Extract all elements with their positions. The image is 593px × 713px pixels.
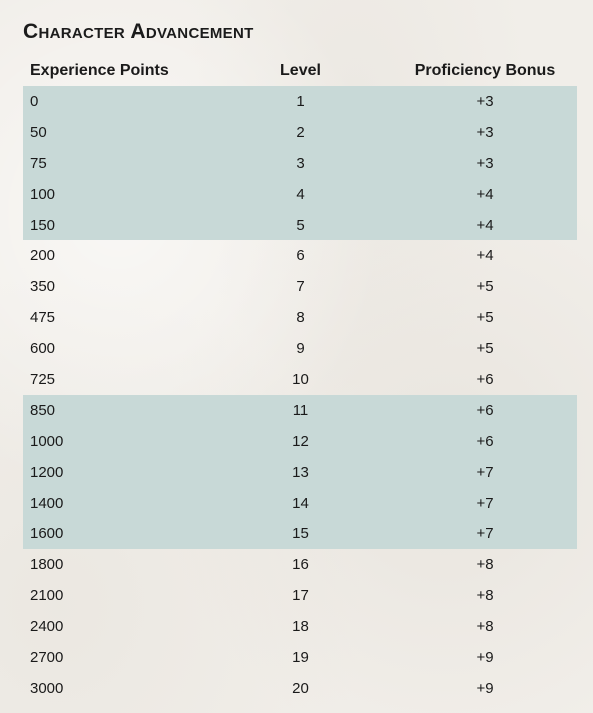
level-cell: 14 <box>208 487 393 519</box>
header-proficiency-bonus: Proficiency Bonus <box>414 61 556 79</box>
xp-cell: 1800 <box>30 556 64 574</box>
xp-cell: 2700 <box>30 648 64 666</box>
table-row: 1600 15 +7 <box>23 518 577 550</box>
table-row: 2400 18 +8 <box>23 611 577 642</box>
xp-cell: 600 <box>30 340 56 358</box>
bonus-cell: +8 <box>476 556 494 574</box>
table-row: 0 1 +3 <box>23 86 577 117</box>
xp-cell: 2400 <box>30 618 64 636</box>
table-row: 1800 16 +8 <box>23 549 577 580</box>
level-cell: 1 <box>208 86 393 117</box>
xp-cell: 3000 <box>30 679 64 697</box>
bonus-cell: +5 <box>476 309 494 327</box>
level-cell: 17 <box>292 587 309 605</box>
xp-cell: 725 <box>30 370 56 388</box>
bonus-cell: +8 <box>476 618 494 636</box>
bonus-cell: +9 <box>476 679 494 697</box>
xp-cell: 475 <box>30 309 56 327</box>
table-row: 600 9 +5 <box>23 333 577 364</box>
xp-cell: 350 <box>30 278 56 296</box>
xp-cell: 75 <box>23 147 208 179</box>
table-row: 150 5 +4 <box>23 209 577 241</box>
bonus-cell: +7 <box>393 518 577 550</box>
page-title: Character Advancement <box>23 20 254 43</box>
bonus-cell: +4 <box>476 247 494 265</box>
xp-cell: 200 <box>30 247 56 265</box>
xp-cell: 150 <box>23 209 208 241</box>
xp-cell: 100 <box>23 178 208 210</box>
level-cell: 18 <box>292 618 309 636</box>
level-cell: 6 <box>296 247 305 265</box>
table-row: 75 3 +3 <box>23 147 577 179</box>
table-row: 475 8 +5 <box>23 302 577 333</box>
table-row: 350 7 +5 <box>23 271 577 302</box>
bonus-cell: +7 <box>393 487 577 519</box>
level-cell: 4 <box>208 178 393 210</box>
level-cell: 5 <box>208 209 393 241</box>
level-cell: 20 <box>292 679 309 697</box>
bonus-cell: +6 <box>476 370 494 388</box>
bonus-cell: +4 <box>393 209 577 241</box>
level-cell: 12 <box>208 425 393 457</box>
bonus-cell: +4 <box>393 178 577 210</box>
bonus-cell: +6 <box>393 425 577 457</box>
table-row: 2700 19 +9 <box>23 642 577 673</box>
bonus-cell: +9 <box>476 648 494 666</box>
level-cell: 2 <box>208 116 393 148</box>
bonus-cell: +5 <box>476 278 494 296</box>
table-row: 725 10 +6 <box>23 364 577 395</box>
header-experience-points: Experience Points <box>30 61 169 79</box>
table-header-row: Experience Points Level Proficiency Bonu… <box>23 55 577 86</box>
xp-cell: 1000 <box>23 425 208 457</box>
xp-cell: 0 <box>23 86 208 117</box>
table-body: 0 1 +3 50 2 +3 75 3 +3 100 4 +4 150 5 +4… <box>23 86 577 704</box>
table-row: 3000 20 +9 <box>23 673 577 704</box>
bonus-cell: +7 <box>393 456 577 488</box>
level-cell: 13 <box>208 456 393 488</box>
bonus-cell: +3 <box>393 116 577 148</box>
xp-cell: 1200 <box>23 456 208 488</box>
xp-cell: 1600 <box>23 518 208 550</box>
table-row: 1000 12 +6 <box>23 425 577 457</box>
table-row: 1200 13 +7 <box>23 456 577 488</box>
level-cell: 8 <box>296 309 305 327</box>
level-cell: 16 <box>292 556 309 574</box>
xp-cell: 1400 <box>23 487 208 519</box>
bonus-cell: +5 <box>476 340 494 358</box>
level-cell: 15 <box>208 518 393 550</box>
bonus-cell: +3 <box>393 86 577 117</box>
table-row: 850 11 +6 <box>23 394 577 426</box>
table-row: 2100 17 +8 <box>23 580 577 611</box>
table-row: 50 2 +3 <box>23 116 577 148</box>
xp-cell: 850 <box>23 394 208 426</box>
xp-cell: 50 <box>23 116 208 148</box>
level-cell: 10 <box>292 370 309 388</box>
character-advancement-table: Experience Points Level Proficiency Bonu… <box>23 55 577 704</box>
header-level: Level <box>280 61 321 79</box>
xp-cell: 2100 <box>30 587 64 605</box>
bonus-cell: +3 <box>393 147 577 179</box>
table-row: 100 4 +4 <box>23 178 577 210</box>
table-row: 1400 14 +7 <box>23 487 577 519</box>
bonus-cell: +8 <box>476 587 494 605</box>
level-cell: 19 <box>292 648 309 666</box>
level-cell: 9 <box>296 340 305 358</box>
level-cell: 11 <box>208 394 393 426</box>
bonus-cell: +6 <box>393 394 577 426</box>
level-cell: 3 <box>208 147 393 179</box>
level-cell: 7 <box>296 278 305 296</box>
table-row: 200 6 +4 <box>23 240 577 271</box>
